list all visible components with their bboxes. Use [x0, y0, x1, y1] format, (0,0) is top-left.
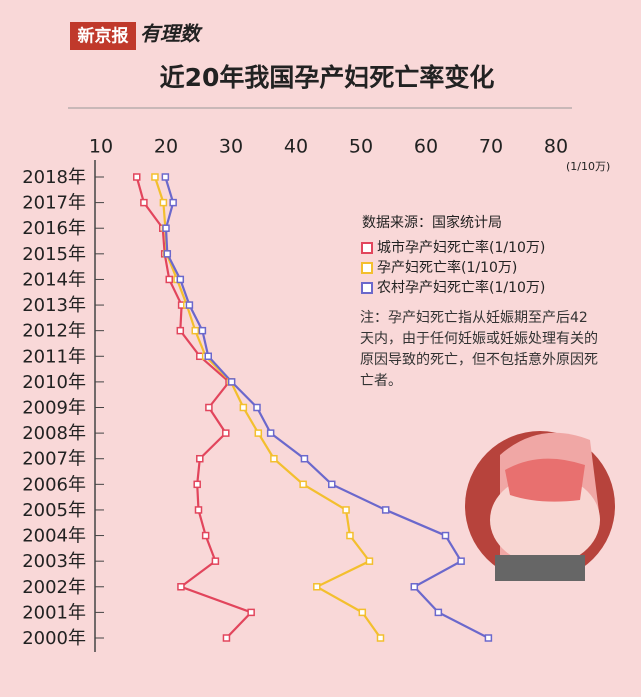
logo: 有理数 — [140, 22, 203, 46]
marker — [176, 275, 185, 284]
marker — [299, 480, 307, 489]
y-tick-label: 2001年 — [22, 602, 86, 623]
marker — [222, 429, 230, 437]
marker — [376, 634, 385, 642]
series-line — [153, 176, 382, 639]
source: 数据来源：国家统计局 — [362, 214, 502, 231]
marker — [196, 454, 204, 463]
x-tick-label: 80 — [544, 136, 568, 158]
marker — [346, 531, 354, 540]
marker — [266, 429, 275, 437]
x-tick-label: 10 — [89, 136, 113, 158]
marker — [239, 403, 248, 412]
x-tick-label: 30 — [219, 136, 243, 158]
marker — [191, 326, 199, 335]
marker — [222, 634, 231, 642]
y-tick-label: 2004年 — [22, 526, 86, 547]
marker — [342, 506, 350, 514]
marker — [270, 454, 278, 463]
x-tick-label: 40 — [284, 136, 308, 158]
y-tick-label: 2012年 — [22, 321, 86, 342]
marker — [227, 378, 236, 386]
marker — [151, 173, 159, 181]
note: 注：孕产妇死亡指从妊娠期至产后42天内，由于任何妊娠或妊娠处理有关的原因导致的死… — [360, 310, 598, 389]
illustration — [465, 431, 615, 581]
marker — [193, 480, 201, 489]
marker — [254, 429, 263, 437]
y-tick-label: 2018年 — [22, 167, 86, 188]
x-tick-label: 20 — [154, 136, 178, 158]
y-tick-label: 2006年 — [22, 474, 86, 495]
y-tick-label: 2007年 — [22, 449, 86, 470]
marker — [177, 583, 185, 591]
legend-swatch — [361, 262, 373, 274]
y-tick-label: 2009年 — [22, 398, 86, 419]
marker — [162, 224, 170, 232]
marker — [381, 506, 390, 514]
y-tick-label: 2003年 — [22, 551, 86, 572]
x-tick-label: 60 — [414, 136, 438, 158]
marker — [159, 198, 168, 207]
legend-swatch — [361, 242, 373, 254]
legend-label: 孕产妇死亡率(1/10万) — [377, 259, 517, 276]
marker — [133, 173, 141, 181]
marker — [205, 403, 213, 412]
marker — [410, 583, 419, 591]
legend-label: 农村孕产妇死亡率(1/10万) — [377, 279, 545, 296]
y-tick-label: 2016年 — [22, 218, 86, 239]
marker — [300, 454, 309, 463]
marker — [176, 326, 185, 335]
marker — [365, 557, 374, 565]
y-tick-label: 2005年 — [22, 500, 86, 521]
marker — [328, 480, 336, 489]
legend-label: 城市孕产妇死亡率(1/10万) — [377, 239, 545, 256]
marker — [441, 531, 450, 540]
marker — [169, 198, 177, 207]
y-tick-label: 2010年 — [22, 372, 86, 393]
marker — [204, 352, 212, 361]
y-tick-label: 2000年 — [22, 628, 86, 649]
y-tick-label: 2011年 — [22, 346, 86, 367]
marker — [313, 583, 321, 591]
marker — [201, 531, 210, 540]
marker — [165, 275, 173, 284]
marker — [194, 506, 203, 514]
x-tick-label: 50 — [349, 136, 373, 158]
chart-title: 近20年我国孕产妇死亡率变化 — [160, 63, 495, 92]
marker — [140, 198, 148, 207]
y-tick-label: 2002年 — [22, 577, 86, 598]
brand-box — [70, 22, 136, 50]
y-tick-label: 2015年 — [22, 244, 86, 265]
x-tick-label: 70 — [479, 136, 503, 158]
marker — [161, 173, 170, 181]
marker — [434, 608, 443, 617]
marker — [247, 608, 255, 617]
marker — [185, 301, 194, 309]
marker — [484, 634, 493, 642]
y-tick-label: 2008年 — [22, 423, 86, 444]
legend-swatch — [361, 282, 373, 294]
marker — [253, 403, 261, 412]
series-line — [135, 176, 254, 639]
y-tick-label: 2013年 — [22, 295, 86, 316]
marker — [163, 250, 172, 258]
brand: 新京报 — [78, 26, 129, 47]
marker — [358, 608, 367, 617]
marker — [198, 326, 207, 335]
x-unit: (1/10万) — [566, 160, 610, 173]
marker — [457, 557, 465, 565]
y-tick-label: 2017年 — [22, 193, 86, 214]
y-tick-label: 2014年 — [22, 269, 86, 290]
marker — [211, 557, 220, 565]
